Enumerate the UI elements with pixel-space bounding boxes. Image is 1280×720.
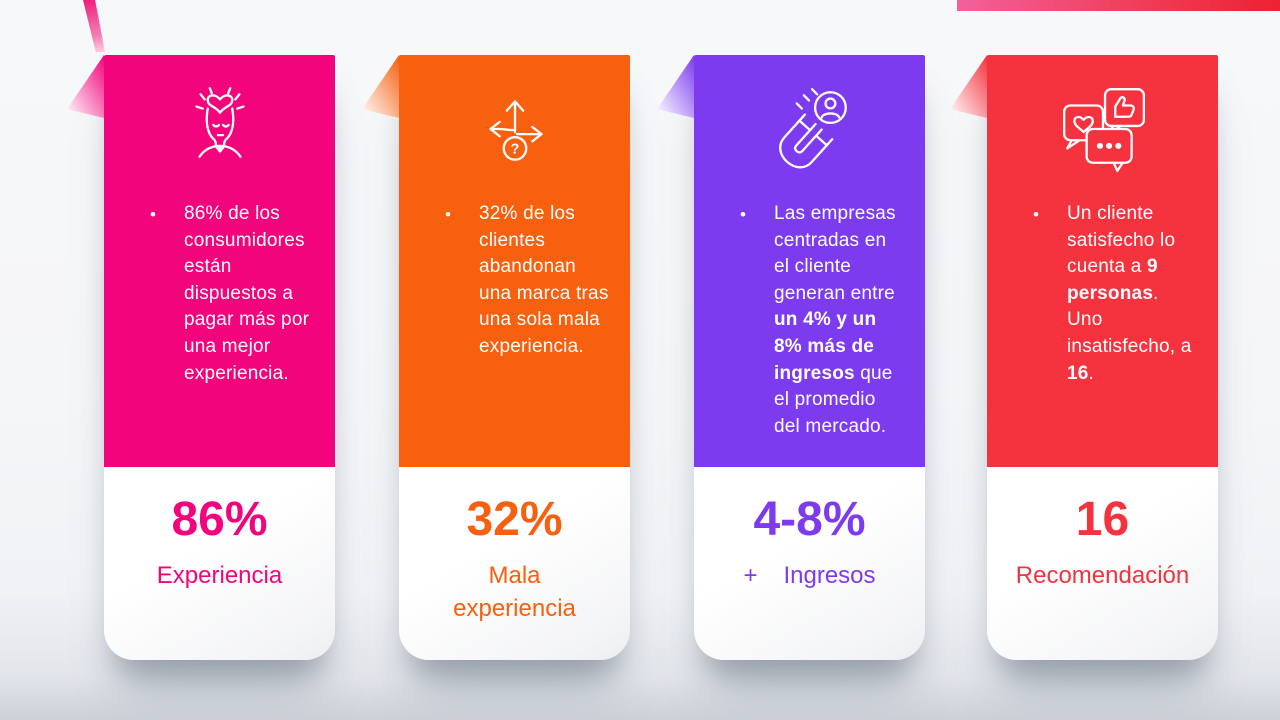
stat-label-row: + Ingresos bbox=[694, 560, 925, 592]
card-top: ? • 32% de los clientes abandonan una ma… bbox=[399, 55, 630, 467]
card-stat-panel: 86% Experiencia bbox=[104, 467, 335, 660]
bullet-text: Las empresas centradas en el cliente gen… bbox=[774, 203, 896, 437]
bullet-dot: • bbox=[445, 205, 451, 224]
magnet-attract-icon bbox=[694, 55, 925, 175]
card-stat-panel: 4-8% + Ingresos bbox=[694, 467, 925, 660]
bullet-text: 86% de los consumidores están dispuestos… bbox=[184, 203, 310, 384]
stat-value: 4-8% bbox=[753, 493, 866, 546]
bullet-dot: • bbox=[150, 205, 156, 224]
card-top: • Un cliente satisfecho lo cuenta a 9 pe… bbox=[987, 55, 1218, 467]
top-left-ribbon bbox=[83, 0, 105, 52]
stat-label-prefix: + bbox=[743, 562, 758, 590]
ribbon-fold-icon bbox=[362, 55, 399, 118]
ribbon-fold-icon bbox=[657, 55, 694, 118]
stat-label: Mala experiencia bbox=[453, 562, 576, 622]
stat-card-mala-experiencia: ? • 32% de los clientes abandonan una ma… bbox=[362, 55, 630, 660]
bullet-dot: • bbox=[1033, 205, 1039, 224]
stat-label: Experiencia bbox=[156, 562, 283, 590]
stat-label-row: Experiencia bbox=[104, 560, 335, 592]
stat-value: 32% bbox=[466, 493, 563, 546]
stat-label-row: Recomendación bbox=[987, 560, 1218, 592]
card-top: • Las empresas centradas en el cliente g… bbox=[694, 55, 925, 467]
stat-value: 16 bbox=[1075, 493, 1130, 546]
card-bullet: • Las empresas centradas en el cliente g… bbox=[694, 201, 925, 440]
ribbon-fold-icon bbox=[950, 55, 987, 118]
card-top: • 86% de los consumidores están dispuest… bbox=[104, 55, 335, 467]
feedback-bubbles-icon bbox=[987, 55, 1218, 175]
bullet-text: Un cliente satisfecho lo cuenta a 9 pers… bbox=[1067, 203, 1192, 384]
stat-card-ingresos: • Las empresas centradas en el cliente g… bbox=[657, 55, 925, 660]
card-stat-panel: 16 Recomendación bbox=[987, 467, 1218, 660]
bullet-text: 32% de los clientes abandonan una marca … bbox=[479, 203, 609, 357]
card-stat-panel: 32% Mala experiencia bbox=[399, 467, 630, 660]
stat-label: Recomendación bbox=[1015, 562, 1190, 590]
stat-card-recomendacion: • Un cliente satisfecho lo cuenta a 9 pe… bbox=[950, 55, 1218, 660]
stat-card-experiencia: • 86% de los consumidores están dispuest… bbox=[67, 55, 335, 660]
card-bullet: • 86% de los consumidores están dispuest… bbox=[104, 201, 335, 387]
card-bullet: • Un cliente satisfecho lo cuenta a 9 pe… bbox=[987, 201, 1218, 387]
stat-value: 86% bbox=[171, 493, 268, 546]
crossroads-arrows-icon: ? bbox=[399, 55, 630, 175]
svg-text:?: ? bbox=[510, 142, 519, 158]
card-bullet: • 32% de los clientes abandonan una marc… bbox=[399, 201, 630, 361]
mind-heart-icon bbox=[104, 55, 335, 175]
stat-label-row: Mala experiencia bbox=[399, 560, 630, 625]
stat-label: Ingresos bbox=[783, 562, 876, 590]
ribbon-fold-icon bbox=[67, 55, 104, 118]
bullet-dot: • bbox=[740, 205, 746, 224]
top-right-ribbon bbox=[957, 0, 1280, 11]
